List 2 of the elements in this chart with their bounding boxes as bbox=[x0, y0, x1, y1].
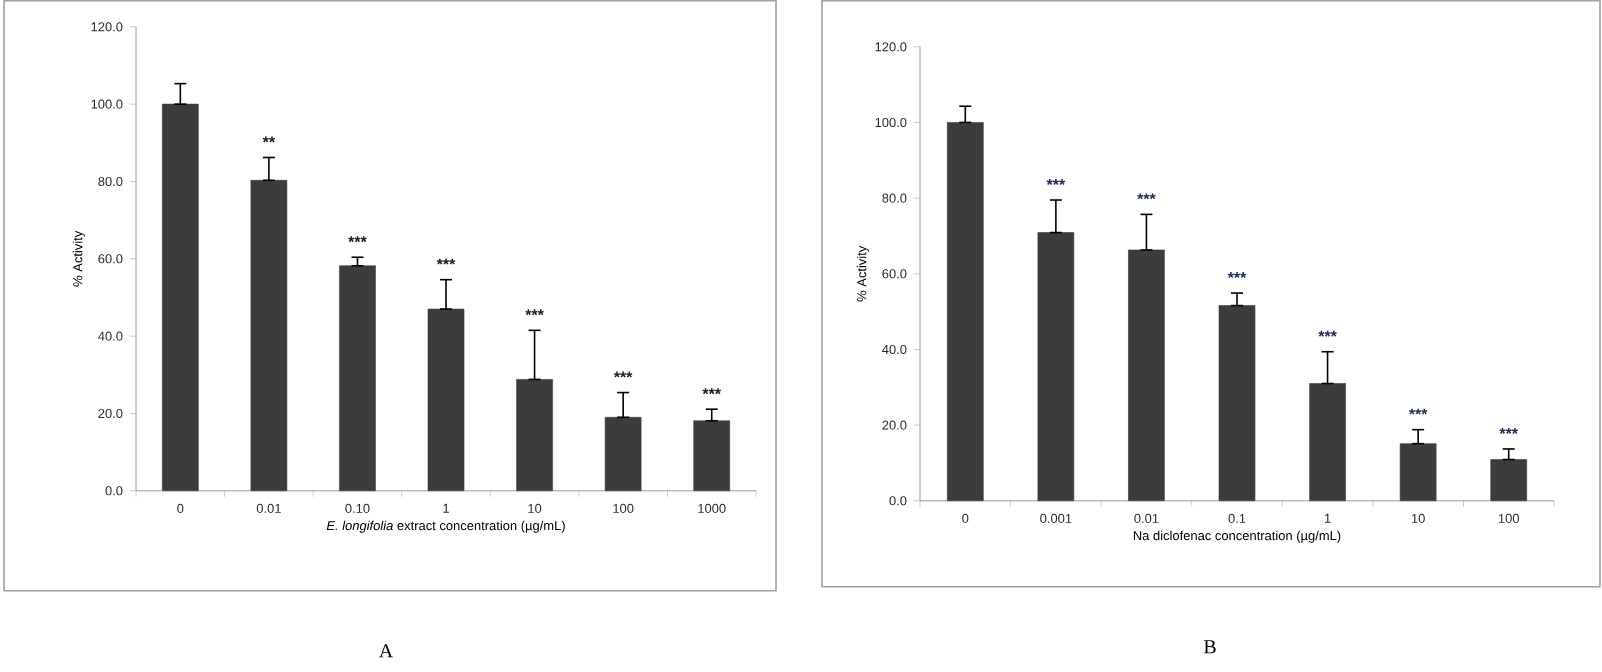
text: A bbox=[379, 643, 394, 657]
text: B bbox=[1203, 639, 1216, 653]
